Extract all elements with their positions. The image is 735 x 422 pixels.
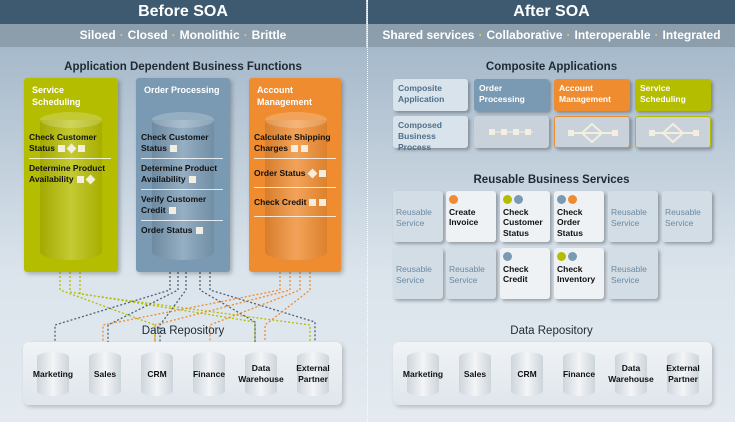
before-tags: Siloed · Closed · Monolithic · Brittle: [0, 24, 366, 47]
column-account-management: Account Management Calculate Shipping Ch…: [249, 78, 341, 272]
database-icon: [40, 112, 102, 260]
process-flow-linear: [474, 116, 549, 148]
tag: Interoperable: [574, 28, 651, 42]
service-tile: Reusable Service: [393, 248, 443, 299]
process-flow-icon: [649, 122, 699, 144]
service-create-invoice: Create Invoice: [446, 191, 496, 242]
function-item: Check Credit: [254, 190, 340, 215]
repo-label: External Partner: [296, 363, 330, 384]
data-repository: Marketing Sales CRM Finance Data Warehou…: [393, 342, 712, 405]
database-icon: [152, 112, 214, 260]
separator: [141, 220, 223, 221]
before-soa-header: Before SOA: [0, 0, 366, 24]
database-icon: [37, 352, 69, 396]
process-flow-icon: [568, 122, 618, 144]
database-icon: [511, 352, 543, 396]
function-item: Determine Product Availability: [29, 163, 106, 185]
function-item: Order Status: [254, 161, 340, 186]
separator: [254, 187, 336, 188]
service-tile: Reusable Service: [393, 191, 443, 242]
data-repository: Marketing Sales CRM Finance Data Warehou…: [23, 342, 342, 405]
column-title: Order Processing: [144, 85, 220, 95]
service-tile: Reusable Service: [608, 248, 658, 299]
process-flow-branch: [635, 116, 711, 148]
repo-label: Data Warehouse: [238, 363, 284, 384]
service-check-order-status: Check Order Status: [554, 191, 604, 242]
separator: [29, 158, 111, 159]
tag: Siloed: [79, 28, 116, 42]
column-service-scheduling: Service Scheduling Check Customer Status…: [24, 78, 118, 272]
repo-label: CRM: [147, 368, 167, 379]
tag: Closed: [127, 28, 168, 42]
connection-lines: [54, 272, 316, 342]
function-item: Check Customer Status: [29, 132, 97, 154]
separator: [141, 158, 223, 159]
column-order-processing: Order Processing Check Customer Status D…: [136, 78, 230, 272]
function-item: Calculate Shipping Charges: [254, 132, 331, 153]
app-service-scheduling: Service Scheduling: [635, 79, 711, 111]
row-label: Composed Business Process: [393, 116, 468, 152]
service-check-inventory: Check Inventory: [554, 248, 604, 299]
service-tile: Reusable Service: [608, 191, 658, 242]
database-icon: [297, 352, 329, 396]
tag: Collaborative: [486, 28, 563, 42]
repo-label: Sales: [463, 368, 487, 379]
repo-label: Marketing: [32, 368, 74, 379]
repo-title: Data Repository: [141, 325, 225, 337]
tag: Brittle: [251, 28, 287, 42]
column-title: Service Scheduling: [32, 85, 81, 107]
separator: [254, 158, 336, 159]
section-title: Composite Applications: [485, 61, 618, 73]
column-title: Account Management: [257, 85, 313, 107]
app-account-management: Account Management: [554, 79, 630, 111]
database-icon: [615, 352, 647, 396]
section-title: Application Dependent Business Functions: [64, 61, 302, 73]
repo-label: Finance: [562, 368, 596, 379]
divider: [367, 0, 368, 422]
database-icon: [407, 352, 439, 396]
database-icon: [265, 112, 327, 260]
function-item: Check Customer Status: [141, 132, 209, 153]
database-icon: [459, 352, 491, 396]
service-check-customer-status: Check Customer Status: [500, 191, 550, 242]
function-item: Order Status: [141, 223, 227, 239]
repo-label: Finance: [192, 368, 226, 379]
tag: Integrated: [662, 28, 721, 42]
database-icon: [193, 352, 225, 396]
section-title: Reusable Business Services: [473, 174, 630, 186]
tag: Monolithic: [179, 28, 240, 42]
app-order-processing: Order Processing: [474, 79, 549, 111]
separator: [141, 189, 223, 190]
separator: [254, 216, 336, 217]
database-icon: [141, 352, 173, 396]
database-icon: [89, 352, 121, 396]
service-tile: Reusable Service: [662, 191, 712, 242]
repo-label: CRM: [517, 368, 537, 379]
repo-title: Data Repository: [510, 325, 593, 337]
repo-label: Sales: [93, 368, 117, 379]
repo-label: External Partner: [666, 363, 700, 384]
function-item: Determine Product Availability: [141, 163, 218, 184]
database-icon: [563, 352, 595, 396]
row-label: Composite Application: [393, 79, 468, 111]
process-flow-branch: [554, 116, 630, 148]
database-icon: [245, 352, 277, 396]
process-flow-icon: [489, 129, 533, 135]
function-item: Verify Customer Credit: [141, 194, 207, 215]
repo-label: Data Warehouse: [608, 363, 654, 384]
repo-label: Marketing: [402, 368, 444, 379]
database-icon: [667, 352, 699, 396]
after-tags: Shared services · Collaborative · Interopera…: [368, 24, 735, 47]
after-soa-header: After SOA: [368, 0, 735, 24]
service-tile: Reusable Service: [446, 248, 496, 299]
tag: Shared services: [382, 28, 475, 42]
service-check-credit: Check Credit: [500, 248, 550, 299]
